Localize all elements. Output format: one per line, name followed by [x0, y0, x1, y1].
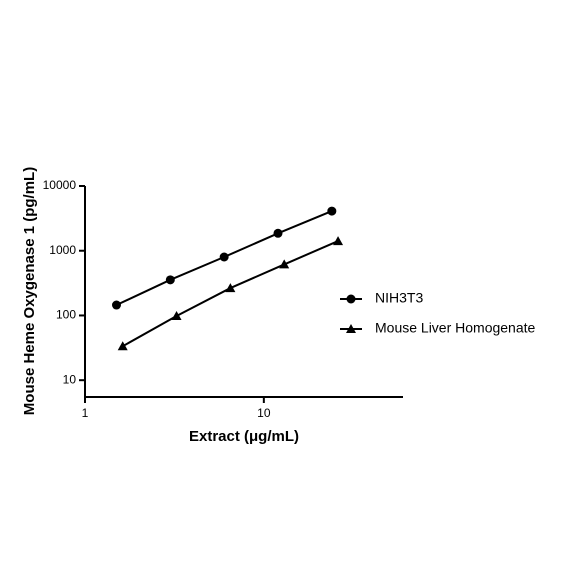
- x-axis-title: Extract (μg/mL): [189, 428, 299, 445]
- legend-label: NIH3T3: [375, 290, 423, 306]
- y-tick-label: 10: [63, 372, 77, 386]
- series-line: [122, 240, 339, 348]
- circle-marker: [219, 252, 229, 262]
- y-tick-label: 10000: [43, 178, 77, 192]
- triangle-marker: [117, 341, 128, 351]
- y-axis-title: Mouse Heme Oxygenase 1 (pg/mL): [21, 167, 38, 415]
- triangle-marker: [333, 236, 344, 246]
- circle-marker: [273, 228, 283, 238]
- circle-marker: [165, 275, 175, 285]
- circle-marker: [327, 206, 337, 216]
- triangle-marker: [171, 311, 182, 321]
- triangle-marker: [279, 259, 290, 269]
- triangle-marker: [225, 283, 236, 293]
- y-tick-label: 1000: [49, 243, 76, 257]
- x-tick-label: 10: [257, 406, 271, 420]
- circle-marker: [111, 300, 121, 310]
- triangle-marker: [346, 324, 356, 333]
- y-tick-label: 100: [56, 308, 76, 322]
- x-tick-label: 1: [82, 406, 89, 420]
- legend-label: Mouse Liver Homogenate: [375, 320, 536, 336]
- circle-marker: [346, 294, 356, 304]
